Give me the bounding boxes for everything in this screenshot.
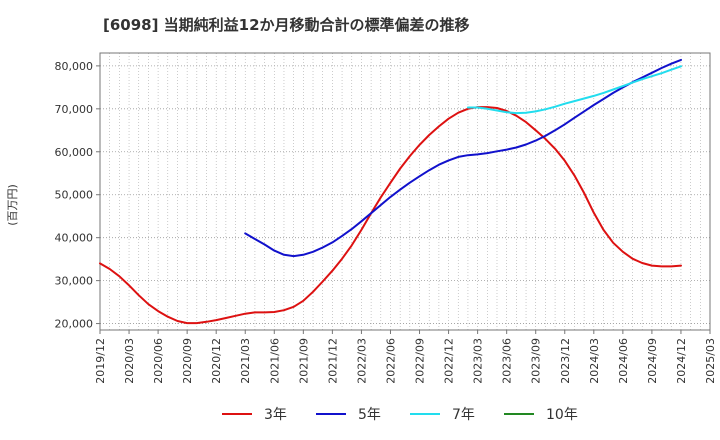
x-tick-label: 2020/03	[123, 338, 136, 384]
x-tick-label: 2023/12	[559, 338, 572, 384]
series-line-1	[99, 106, 682, 325]
legend-label-1: 3年	[264, 407, 287, 423]
y-tick-label: 50,000	[55, 189, 94, 202]
x-tick-label: 2023/06	[501, 338, 514, 384]
x-tick-label: 2020/06	[152, 338, 165, 384]
x-tick-label: 2023/09	[530, 338, 543, 384]
chart-title: [6098] 当期純利益12か月移動合計の標準偏差の推移	[103, 16, 470, 34]
y-tick-label: 40,000	[55, 232, 94, 245]
legend-label-3: 7年	[452, 407, 475, 423]
grid	[99, 53, 711, 330]
x-tick-label: 2024/09	[646, 338, 659, 384]
x-tick-label: 2020/12	[210, 338, 223, 384]
x-tick-label: 2022/06	[384, 338, 397, 384]
x-tick-label: 2021/06	[268, 338, 281, 384]
series-line-2	[244, 58, 682, 258]
legend: 3年 5年 7年 10年	[222, 407, 578, 423]
y-tick-label: 70,000	[55, 103, 94, 116]
x-tick-label: 2024/03	[588, 338, 601, 384]
x-tick-label: 2022/12	[443, 338, 456, 384]
x-tick-label: 2022/03	[355, 338, 368, 384]
y-axis: 20,000 30,000 40,000 50,000 60,000 70,000 80,0…	[55, 60, 100, 331]
x-tick-label: 2024/06	[617, 338, 630, 384]
x-tick-label: 2021/09	[297, 338, 310, 384]
legend-label-2: 5年	[358, 407, 381, 423]
y-axis-label: (百万円)	[6, 184, 19, 226]
series-lines	[99, 58, 682, 325]
x-tick-label: 2021/12	[326, 338, 339, 384]
x-tick-label: 2023/03	[472, 338, 485, 384]
y-tick-label: 30,000	[55, 275, 94, 288]
x-tick-label: 2022/09	[414, 338, 427, 384]
y-tick-label: 80,000	[55, 60, 94, 73]
x-tick-label: 2025/03	[704, 338, 717, 384]
series-line-3	[466, 65, 682, 115]
x-axis: 2019/12 2020/03 2020/06 2020/09 2020/12 2021/…	[94, 330, 717, 384]
plot-frame	[99, 52, 711, 331]
legend-label-4: 10年	[546, 407, 578, 423]
x-tick-label: 2024/12	[675, 338, 688, 384]
x-tick-label: 2019/12	[94, 338, 107, 384]
x-tick-label: 2020/09	[181, 338, 194, 384]
y-tick-label: 60,000	[55, 146, 94, 159]
x-tick-label: 2021/03	[239, 338, 252, 384]
y-tick-label: 20,000	[55, 318, 94, 331]
